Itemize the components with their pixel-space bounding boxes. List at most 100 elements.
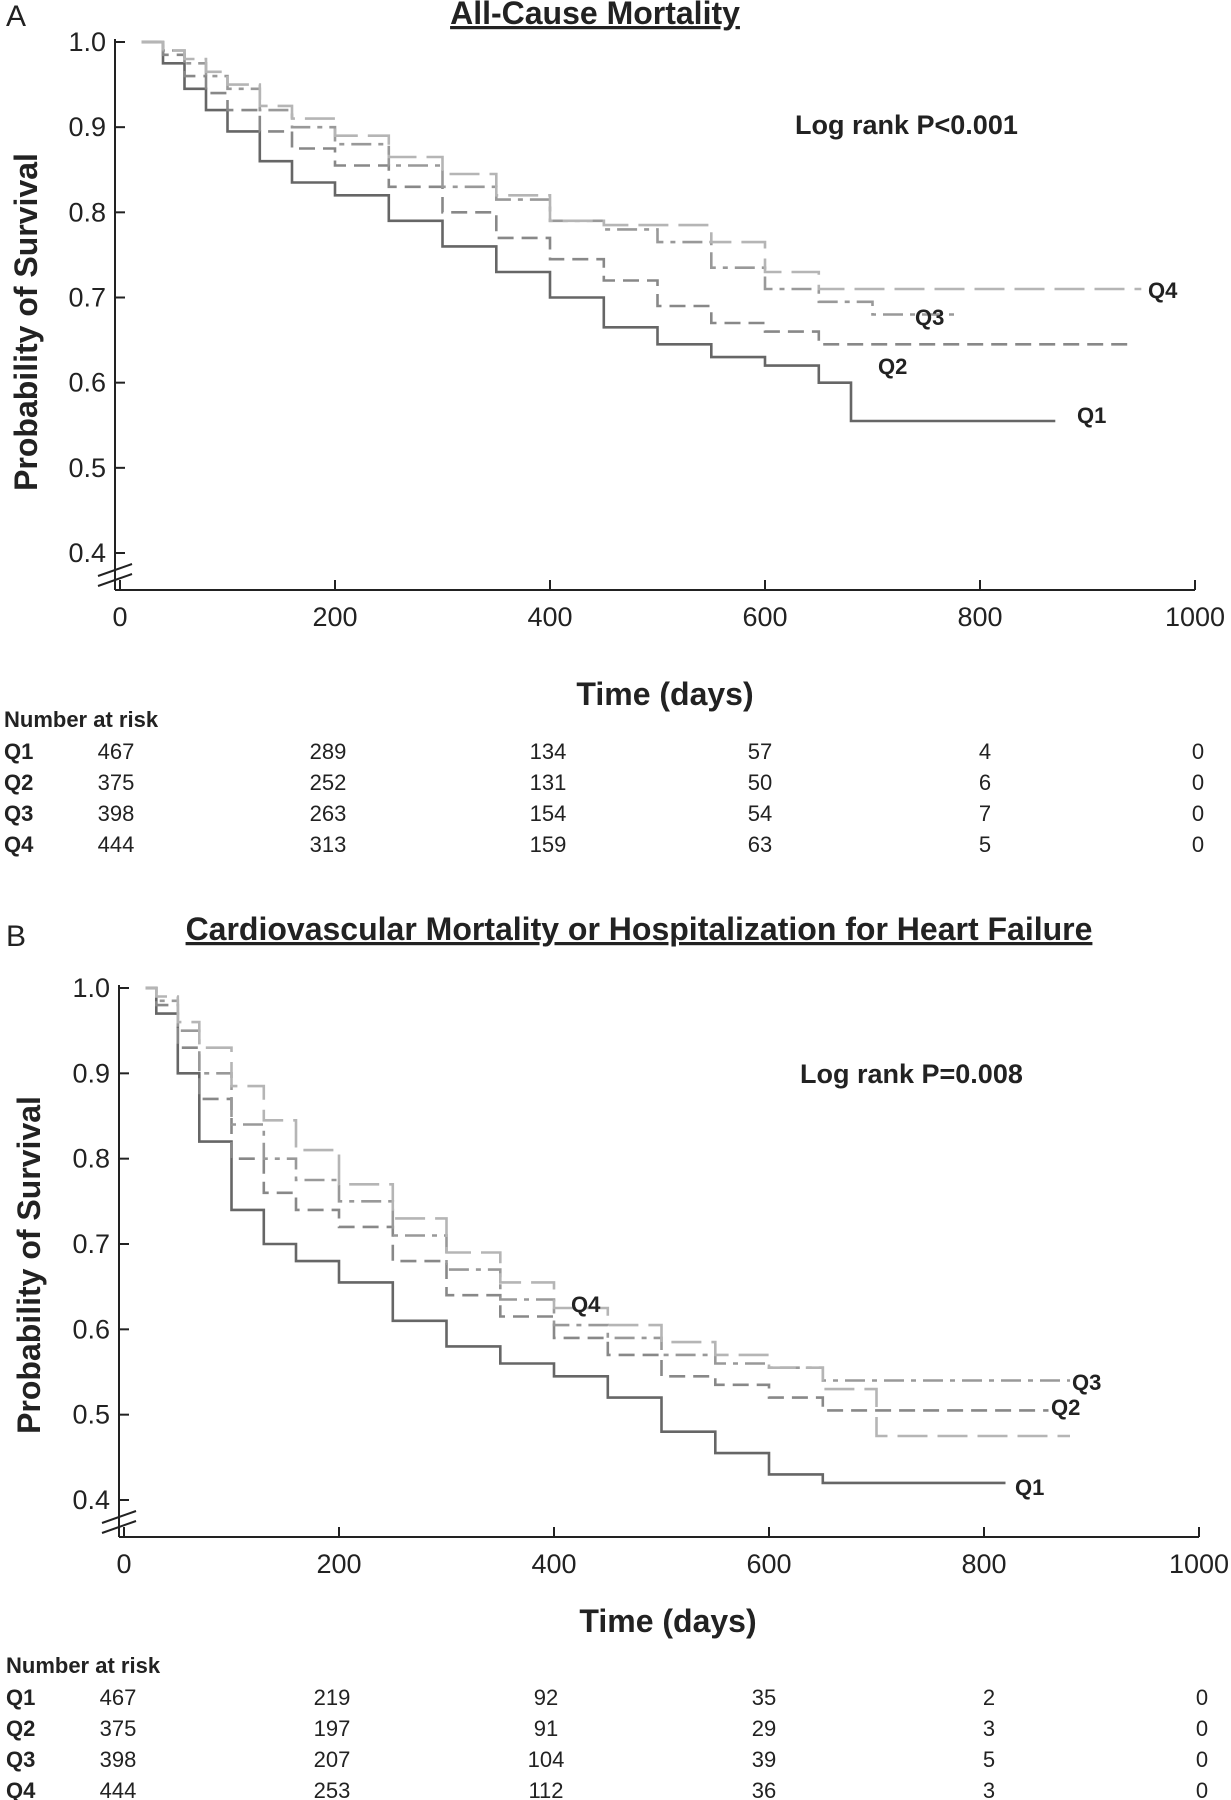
- y-tick-label: 0.8: [72, 1144, 110, 1174]
- curve-label-q4: Q4: [1148, 278, 1178, 303]
- axis-break-mark: [101, 1520, 137, 1534]
- risk-cell: 4: [979, 739, 991, 764]
- chart-title: All-Cause Mortality: [450, 0, 740, 31]
- y-tick-label: 0.4: [72, 1485, 110, 1515]
- curve-label-q1: Q1: [1015, 1475, 1044, 1500]
- x-tick-label: 800: [961, 1549, 1006, 1579]
- y-tick-label: 0.9: [68, 112, 106, 142]
- series-line-q1: [145, 986, 1006, 1485]
- y-tick-label: 0.4: [68, 538, 106, 568]
- risk-row-label: Q3: [6, 1747, 35, 1772]
- risk-cell: 159: [530, 832, 567, 857]
- y-tick-label: 0.6: [68, 368, 106, 398]
- risk-table-title: Number at risk: [6, 1653, 161, 1678]
- risk-cell: 444: [98, 832, 135, 857]
- x-tick-label: 800: [957, 602, 1002, 632]
- risk-cell: 3: [983, 1716, 995, 1741]
- y-tick-label: 0.9: [72, 1058, 110, 1088]
- x-axis-label: Time (days): [576, 676, 753, 712]
- risk-cell: 398: [100, 1747, 137, 1772]
- risk-cell: 252: [310, 770, 347, 795]
- x-tick-label: 1000: [1169, 1549, 1229, 1579]
- risk-cell: 0: [1196, 1778, 1208, 1800]
- series-line-q2: [141, 40, 1131, 346]
- risk-cell: 197: [314, 1716, 351, 1741]
- risk-cell: 2: [983, 1685, 995, 1710]
- chart-title: Cardiovascular Mortality or Hospitalizat…: [186, 911, 1093, 947]
- panel-B: B Cardiovascular Mortality or Hospitaliza…: [6, 911, 1229, 1800]
- series-line-q1: [141, 40, 1056, 423]
- risk-cell: 0: [1192, 739, 1204, 764]
- y-tick-label: 0.5: [68, 453, 106, 483]
- risk-cell: 207: [314, 1747, 351, 1772]
- series-line-q2: [145, 986, 1049, 1412]
- x-tick-label: 600: [746, 1549, 791, 1579]
- risk-cell: 467: [98, 739, 135, 764]
- curve-label-q3: Q3: [1072, 1370, 1101, 1395]
- panel-letter: A: [6, 0, 26, 33]
- risk-cell: 253: [314, 1778, 351, 1800]
- y-tick-label: 1.0: [68, 27, 106, 57]
- risk-cell: 104: [528, 1747, 565, 1772]
- risk-cell: 289: [310, 739, 347, 764]
- risk-row-label: Q4: [6, 1778, 36, 1800]
- y-tick-label: 0.7: [68, 283, 106, 313]
- risk-row-label: Q4: [4, 832, 34, 857]
- risk-cell: 39: [752, 1747, 776, 1772]
- risk-cell: 63: [748, 832, 772, 857]
- risk-cell: 50: [748, 770, 772, 795]
- risk-row-label: Q1: [4, 739, 33, 764]
- risk-cell: 6: [979, 770, 991, 795]
- curve-label-q3: Q3: [915, 305, 944, 330]
- risk-cell: 57: [748, 739, 772, 764]
- x-tick-label: 200: [316, 1549, 361, 1579]
- risk-cell: 444: [100, 1778, 137, 1800]
- risk-cell: 0: [1196, 1747, 1208, 1772]
- risk-cell: 154: [530, 801, 567, 826]
- y-tick-label: 0.5: [72, 1400, 110, 1430]
- y-axis-label: Probability of Survival: [11, 1096, 47, 1434]
- risk-row-label: Q1: [6, 1685, 35, 1710]
- curve-label-q4: Q4: [571, 1292, 601, 1317]
- risk-cell: 112: [528, 1778, 563, 1800]
- risk-cell: 375: [98, 770, 135, 795]
- risk-cell: 398: [98, 801, 135, 826]
- axis-break-mark: [97, 573, 133, 587]
- risk-cell: 0: [1192, 832, 1204, 857]
- risk-cell: 263: [310, 801, 347, 826]
- risk-cell: 0: [1192, 770, 1204, 795]
- log-rank-annotation: Log rank P=0.008: [800, 1059, 1023, 1089]
- x-tick-label: 600: [742, 602, 787, 632]
- risk-cell: 7: [979, 801, 991, 826]
- risk-cell: 29: [752, 1716, 776, 1741]
- risk-cell: 54: [748, 801, 772, 826]
- x-tick-label: 400: [531, 1549, 576, 1579]
- x-tick-label: 0: [112, 602, 127, 632]
- risk-cell: 3: [983, 1778, 995, 1800]
- curve-label-q1: Q1: [1077, 403, 1106, 428]
- series-line-q4: [145, 986, 1070, 1438]
- risk-cell: 5: [983, 1747, 995, 1772]
- risk-cell: 134: [530, 739, 567, 764]
- panel-A: A All-Cause Mortality 0.4 0.5 0.6 0.7 0.8 0.9 1.…: [4, 0, 1225, 857]
- risk-row-label: Q2: [6, 1716, 35, 1741]
- risk-cell: 131: [530, 770, 567, 795]
- y-axis-label: Probability of Survival: [8, 153, 44, 491]
- series-line-q4: [141, 40, 1142, 291]
- y-tick-label: 0.8: [68, 197, 106, 227]
- risk-cell: 313: [310, 832, 347, 857]
- risk-cell: 91: [534, 1716, 558, 1741]
- y-tick-label: 0.6: [72, 1314, 110, 1344]
- x-tick-label: 400: [527, 602, 572, 632]
- risk-cell: 35: [752, 1685, 776, 1710]
- y-tick-label: 1.0: [72, 973, 110, 1003]
- risk-cell: 5: [979, 832, 991, 857]
- risk-row-label: Q3: [4, 801, 33, 826]
- axis-break-mark: [101, 1510, 137, 1524]
- risk-cell: 92: [534, 1685, 558, 1710]
- x-tick-label: 200: [312, 602, 357, 632]
- risk-cell: 36: [752, 1778, 776, 1800]
- x-tick-label: 0: [116, 1549, 131, 1579]
- risk-cell: 375: [100, 1716, 137, 1741]
